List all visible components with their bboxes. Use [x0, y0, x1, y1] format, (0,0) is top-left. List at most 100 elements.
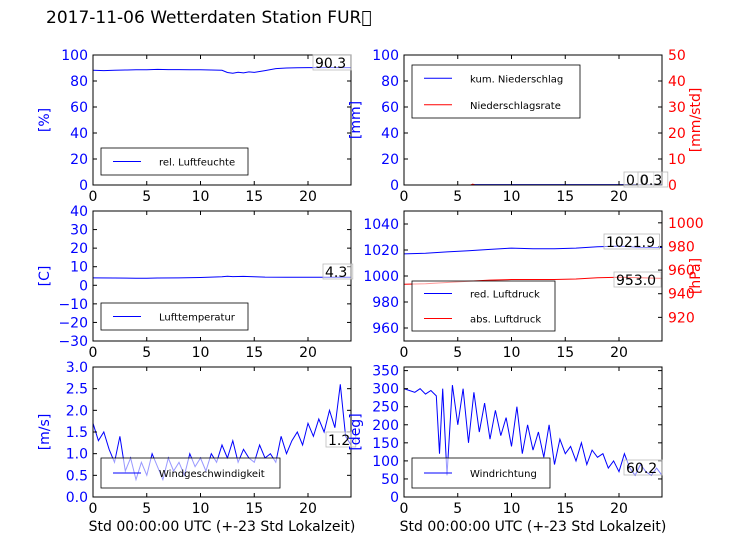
x-tick-label: 10	[503, 501, 521, 517]
x-tick-label: 20	[299, 345, 317, 361]
series-line-precipitation-1	[404, 183, 662, 185]
x-tick-label: 20	[299, 189, 317, 205]
y-tick-label: 20	[70, 152, 88, 168]
y-tick-label: 0	[390, 490, 399, 506]
y-tick-label: 1.5	[66, 425, 88, 441]
x-tick-label: 10	[503, 189, 521, 205]
y2-tick-label: 1000	[668, 216, 704, 232]
y-tick-label: 1.0	[66, 447, 88, 463]
x-tick-label: 0	[400, 345, 409, 361]
y-tick-label: 40	[381, 126, 399, 142]
y-tick-label: 0	[79, 178, 88, 194]
series-line-humidity-0	[93, 66, 351, 74]
x-tick-label: 5	[453, 501, 462, 517]
x-tick-label: 15	[245, 345, 263, 361]
y2-tick-label: 0	[668, 178, 677, 194]
annotation2-pressure-box	[613, 271, 662, 288]
x-tick-label: 20	[299, 501, 317, 517]
chart-precipitation: 0 5 10 15 20 0 20 40 60 80 100 0 10 20 30 40 50 [mm] [mm/s…	[348, 48, 704, 205]
legend-label-pressure-0: red. Luftdruck	[470, 290, 540, 301]
y-tick-label: 80	[70, 74, 88, 90]
y-tick-label: 100	[61, 48, 88, 64]
legend-box-precipitation	[411, 64, 581, 119]
annotation-temperature-box	[322, 263, 354, 280]
x-tick-label: 20	[610, 189, 628, 205]
x-tick-label: 0	[89, 501, 98, 517]
y2-tick-label: 50	[668, 48, 686, 64]
y-tick-label: 40	[70, 126, 88, 142]
y2-tick-label: 40	[668, 74, 686, 90]
chart-temperature: 0 5 10 15 20 −30 −20 −10 0 10 20 30 40 [C] Lufttempera…	[37, 204, 354, 361]
y-tick-label: 2.0	[66, 403, 88, 419]
y-tick-label: 60	[381, 100, 399, 116]
y-tick-label: 0	[390, 178, 399, 194]
y-tick-label: 2.5	[66, 382, 88, 398]
y-tick-label: 300	[372, 382, 399, 398]
y-tick-label: 960	[372, 321, 399, 337]
legend-label-windspeed-0: Windgeschwindigkeit	[159, 469, 265, 480]
legend-label-humidity-0: rel. Luftfeuchte	[159, 158, 235, 169]
y-tick-label: 0.5	[66, 468, 88, 484]
y-tick-label: 350	[372, 364, 399, 380]
legend-label-precipitation-0: kum. Niederschlag	[470, 74, 563, 85]
x-tick-label: 5	[142, 189, 151, 205]
y-tick-label: 1040	[363, 217, 399, 233]
x-tick-label: 0	[89, 345, 98, 361]
x-tick-label: 15	[556, 501, 574, 517]
y-tick-label: 20	[70, 241, 88, 257]
y-axis-label: [C]	[37, 266, 53, 287]
plot-frame-precipitation	[403, 54, 663, 186]
y-tick-label: 100	[372, 454, 399, 470]
y2-tick-label: 960	[668, 263, 695, 279]
annotation-windspeed-box	[325, 431, 357, 448]
y-axis-label: [mm]	[348, 101, 364, 139]
x-tick-label: 0	[89, 189, 98, 205]
y2-axis-label: [hPa]	[688, 258, 704, 294]
chart-windspeed: 0 5 10 15 20 0.0 0.5 1.0 1.5 2.0 2.5 3.0 [m/s] Std 00…	[37, 360, 357, 535]
chart-pressure: 0 5 10 15 20 960 980 1000 1020 1040 920 940 960 980 10…	[363, 210, 704, 361]
annotation2-pressure: 953.0	[616, 273, 656, 289]
y2-tick-label: 980	[668, 239, 695, 255]
x-tick-label: 15	[245, 189, 263, 205]
annotation-pressure-box	[603, 233, 660, 250]
legend-label-pressure-1: abs. Luftdruck	[470, 315, 541, 326]
x-tick-label: 5	[453, 345, 462, 361]
y2-tick-label: 30	[668, 100, 686, 116]
x-tick-label: 0	[400, 501, 409, 517]
y-tick-label: 1020	[363, 243, 399, 259]
legend-label-precipitation-1: Niederschlagsrate	[470, 101, 561, 112]
y-axis-label: [deg]	[348, 413, 364, 450]
y2-tick-label: 20	[668, 126, 686, 142]
x-tick-label: 10	[503, 345, 521, 361]
x-tick-label: 5	[142, 345, 151, 361]
series-line-temperature-0	[93, 275, 351, 279]
y-tick-label: 10	[70, 260, 88, 276]
y-tick-label: 100	[372, 48, 399, 64]
y-tick-label: −10	[58, 297, 88, 313]
x-tick-label: 10	[192, 501, 210, 517]
y-tick-label: 980	[372, 295, 399, 311]
y-tick-label: 50	[381, 472, 399, 488]
y-axis-label: [%]	[37, 108, 53, 132]
annotation-winddirection: 60.2	[626, 461, 657, 477]
legend-label-temperature-0: Lufttemperatur	[159, 313, 236, 324]
x-tick-label: 20	[610, 345, 628, 361]
x-tick-label: 5	[142, 501, 151, 517]
y-tick-label: 30	[70, 223, 88, 239]
y-tick-label: 200	[372, 418, 399, 434]
y-tick-label: −30	[58, 334, 88, 350]
plot-frame-humidity	[92, 54, 352, 186]
y-tick-label: 150	[372, 436, 399, 452]
page-title: 2017-11-06 Wetterdaten Station FUR 	[46, 8, 372, 28]
y-tick-label: 0.0	[66, 490, 88, 506]
annotation-temperature: 4.3	[325, 265, 347, 281]
y-tick-label: 250	[372, 400, 399, 416]
y-tick-label: 0	[79, 278, 88, 294]
y-tick-label: 3.0	[66, 360, 88, 376]
x-axis-label: Std 00:00:00 UTC (+-23 Std Lokalzeit)	[400, 519, 667, 535]
x-tick-label: 15	[556, 345, 574, 361]
annotation-pressure: 1021.9	[606, 235, 655, 251]
